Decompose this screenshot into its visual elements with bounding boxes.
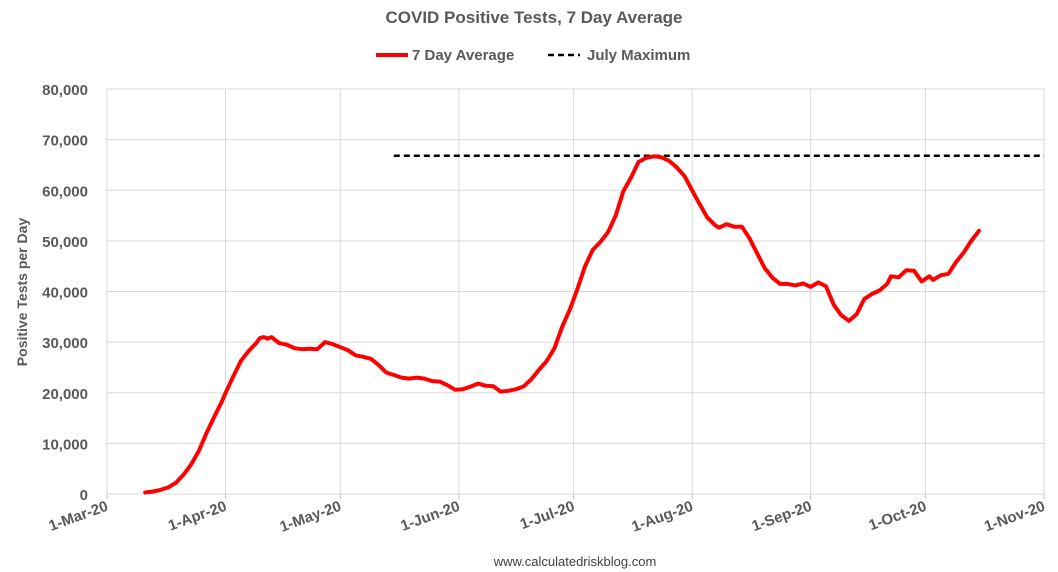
chart-title: COVID Positive Tests, 7 Day Average [386, 8, 683, 27]
x-tick-label: 1-Sep-20 [749, 498, 814, 535]
x-tick-label: 1-Aug-20 [629, 498, 695, 536]
x-tick-label: 1-Mar-20 [47, 498, 111, 535]
series-line-7-day-average [143, 154, 981, 495]
x-tick-label: 1-Oct-20 [867, 498, 929, 535]
y-tick-label: 60,000 [42, 183, 88, 200]
x-tick-label: 1-May-20 [278, 498, 344, 536]
y-tick-label: 30,000 [42, 335, 88, 352]
y-tick-label: 0 [80, 487, 88, 504]
x-axis-ticks: 1-Mar-20 1-Apr-20 1-May-20 1-Jun-20 1-Jul-20… [47, 498, 1048, 536]
legend: 7 Day Average July Maximum [376, 47, 690, 64]
y-tick-label: 20,000 [42, 386, 88, 403]
y-tick-label: 50,000 [42, 234, 88, 251]
x-tick-label: 1-Apr-20 [166, 498, 229, 535]
y-tick-label: 70,000 [42, 133, 88, 150]
y-tick-label: 80,000 [42, 82, 88, 99]
y-tick-label: 40,000 [42, 285, 88, 302]
legend-label-7-day-average: 7 Day Average [412, 47, 514, 64]
y-axis-title: Positive Tests per Day [14, 218, 30, 367]
x-tick-label: 1-Jun-20 [398, 498, 462, 535]
source-credit: www.calculatedriskblog.com [493, 554, 657, 569]
series-layer [143, 154, 1044, 495]
legend-label-july-maximum: July Maximum [587, 47, 690, 64]
y-axis-ticks: 0 10,000 20,000 30,000 40,000 50,000 60,000 70,… [42, 82, 88, 504]
x-tick-label: 1-Jul-20 [518, 498, 577, 533]
plot-area [106, 88, 1045, 495]
y-tick-label: 10,000 [42, 436, 88, 453]
plot-border [106, 88, 1045, 495]
x-tick-label: 1-Nov-20 [982, 498, 1047, 536]
